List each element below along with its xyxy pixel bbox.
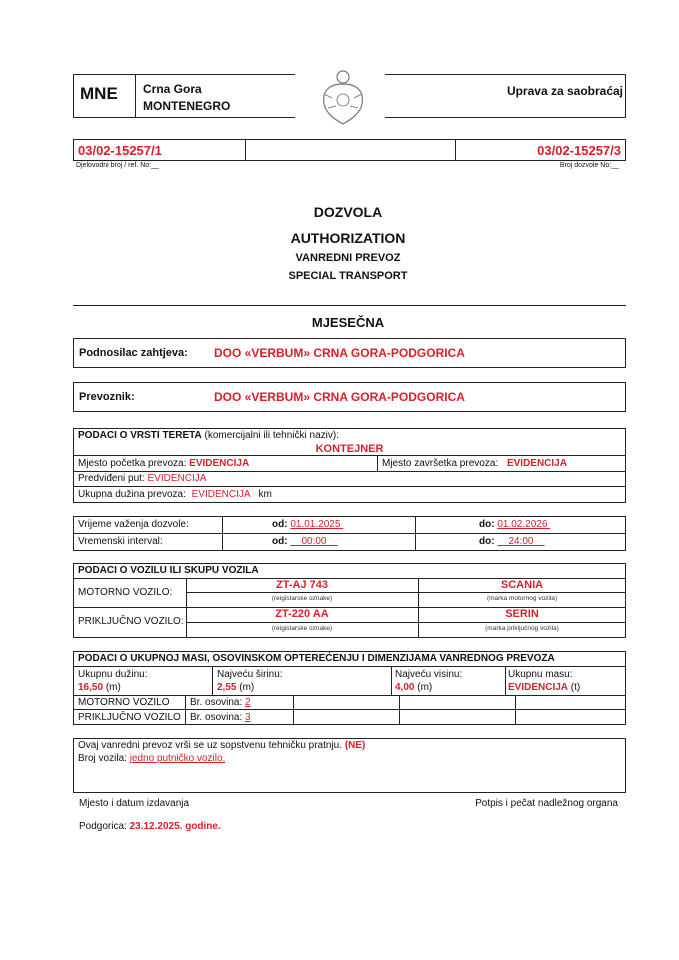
motor-axle-row-label: MOTORNO VOZILO (78, 697, 170, 708)
carrier-box (73, 382, 626, 412)
validity-label: Vrijeme važenja dozvole: (78, 519, 189, 530)
to-time-label: do: (479, 536, 495, 547)
title-authorization: AUTHORIZATION (290, 230, 406, 246)
motor-plate: ZT-AJ 743 (276, 579, 328, 591)
country-en: MONTENEGRO (143, 99, 231, 113)
dimensions-heading: PODACI O UKUPNOJ MASI, OSOVINSKOM OPTERE… (78, 653, 555, 664)
end-value: EVIDENCIJA (506, 458, 567, 469)
height-label: Najveću visinu: (395, 669, 463, 680)
applicant-box (73, 338, 626, 368)
motor-make: SCANIA (500, 579, 544, 591)
to-label: do: (479, 519, 495, 530)
subtitle-vanredni: VANREDNI PREVOZ (295, 252, 401, 264)
length-unit: (m) (105, 682, 121, 693)
trailer-axles: 3 (245, 712, 251, 723)
from-time-label: od: (272, 536, 288, 547)
issue-date: 23.12.2025. godine. (129, 821, 221, 832)
coat-of-arms-emblem (323, 70, 363, 125)
dimensions-box (73, 651, 626, 725)
permit-caption: Broj dozvole No:__ (559, 162, 619, 169)
trailer-axle-row-label: PRIKLJUČNO VOZILO (78, 712, 181, 723)
subtitle-special: SPECIAL TRANSPORT (288, 270, 408, 282)
height-unit: (m) (417, 682, 433, 693)
length-unit: km (258, 489, 272, 500)
motor-make-caption: (marka motornog vozila) (486, 595, 558, 602)
place-date-label: Mjesto i datum izdavanja (79, 798, 190, 809)
length-value: EVIDENCIJA (191, 489, 251, 500)
permit-number: 03/02-15257/3 (537, 143, 621, 158)
trailer-vehicle-label: PRIKLJUČNO VOZILO: (78, 616, 184, 627)
place: Podgorica: (79, 821, 127, 832)
trailer-axles-label: Br. osovina: (190, 712, 243, 723)
width-value: 2,55 (217, 682, 237, 693)
carrier-label: Prevoznik: (79, 391, 135, 403)
end-label: Mjesto završetka prevoza: (382, 458, 499, 469)
cargo-heading: PODACI O VRSTI TERETA (78, 430, 202, 441)
height-value: 4,00 (395, 682, 415, 693)
motor-axles: 2 (245, 697, 251, 708)
cargo-heading-note: (komercijalni ili tehnički naziv): (204, 430, 339, 441)
mass-label: Ukupnu masu: (508, 669, 573, 680)
to-date: 01.02.2026 (497, 519, 548, 530)
start-label: Mjesto početka prevoza: (78, 458, 187, 469)
carrier-value: DOO «VERBUM» CRNA GORA-PODGORICA (214, 390, 465, 404)
interval-label: Vremenski interval: (78, 536, 163, 547)
reference-number: 03/02-15257/1 (78, 143, 162, 158)
to-time: 24:00 (508, 536, 534, 547)
start-value: EVIDENCIJA (189, 458, 250, 469)
length-dim-value: 16,50 (78, 682, 104, 693)
cargo-box (73, 428, 626, 503)
reference-caption: Djelovodni broj / ref. No:__ (76, 162, 159, 169)
applicant-label: Podnosilac zahtjeva: (79, 347, 188, 359)
length-dim-label: Ukupnu dužinu: (78, 669, 148, 680)
escort-box (73, 738, 626, 793)
escort-text: Ovaj vanredni prevoz vrši se uz sopstven… (78, 740, 343, 751)
trailer-make-caption: (marka priključnog vozila) (485, 625, 559, 632)
from-label: od: (272, 519, 288, 530)
mass-value: EVIDENCIJA (508, 682, 569, 693)
title-dozvola: DOZVOLA (313, 204, 383, 220)
motor-vehicle-label: MOTORNO VOZILO: (78, 587, 173, 598)
applicant-value: DOO «VERBUM» CRNA GORA-PODGORICA (214, 346, 465, 360)
cargo-name: KONTEJNER (315, 443, 384, 455)
reference-row (73, 139, 626, 161)
from-time: 00:00 (301, 536, 327, 547)
length-label: Ukupna dužina prevoza: (78, 489, 186, 500)
route-label: Predviđeni put: (78, 473, 145, 484)
trailer-plate: ZT-220 AA (275, 608, 329, 620)
country-local: Crna Gora (143, 82, 202, 96)
width-label: Najveću širinu: (217, 669, 283, 680)
width-unit: (m) (239, 682, 255, 693)
vehicle-count-label: Broj vozila: (78, 753, 127, 764)
vehicles-box (73, 563, 626, 638)
trailer-plate-caption: (reigistarske oznake) (271, 625, 333, 632)
permit-type: MJESEČNA (311, 315, 385, 330)
route-value: EVIDENCIJA (147, 473, 207, 484)
from-date: 01.01.2025 (290, 519, 341, 530)
country-code: MNE (80, 84, 118, 103)
trailer-make: SERIN (505, 608, 539, 620)
vehicles-heading: PODACI O VOZILU ILI SKUPU VOZILA (78, 565, 259, 576)
mass-unit: (t) (570, 682, 581, 693)
authority-name: Uprava za saobraćaj (506, 84, 623, 98)
vehicle-count: jedno putničko vozilo. (129, 753, 226, 764)
motor-plate-caption: (reigistarske oznake) (271, 595, 333, 602)
signature-label: Potpis i pečat nadležnog organa (475, 798, 618, 809)
motor-axles-label: Br. osovina: (190, 697, 243, 708)
escort-value: (NE) (344, 740, 366, 751)
